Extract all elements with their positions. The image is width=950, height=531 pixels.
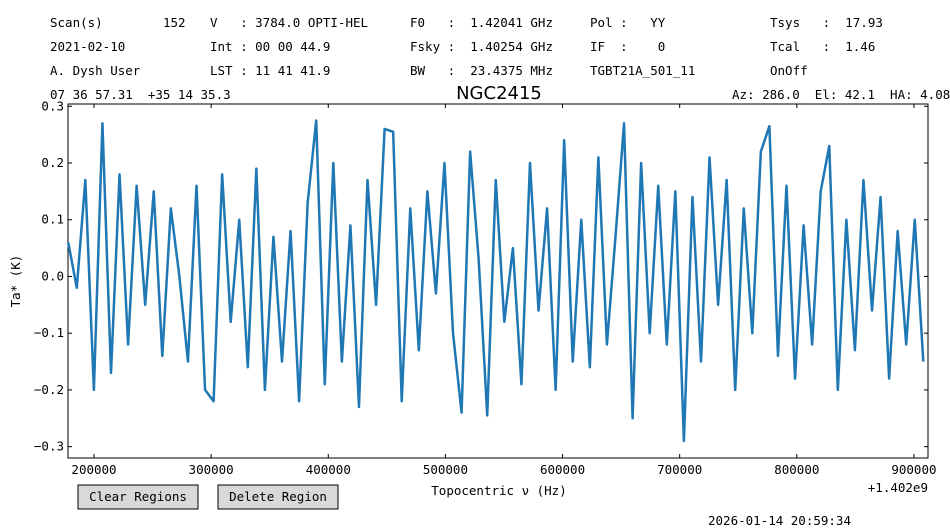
x-tick-label: 700000: [657, 462, 702, 477]
chart-title: NGC2415: [456, 83, 542, 104]
y-axis-label: Ta* (K): [8, 255, 23, 308]
x-axis-label: Topocentric ν (Hz): [431, 483, 566, 498]
x-tick-label: 800000: [774, 462, 819, 477]
coordinates: 07 36 57.31 +35 14 35.3: [50, 87, 231, 102]
y-tick-label: −0.3: [34, 439, 64, 454]
y-tick-label: −0.2: [34, 382, 64, 397]
header-field: Pol : YY: [590, 15, 666, 30]
header-field: Int : 00 00 44.9: [210, 39, 330, 54]
x-tick-label: 900000: [891, 462, 936, 477]
button-label: Clear Regions: [89, 489, 187, 504]
header-field: F0 : 1.42041 GHz: [410, 15, 553, 30]
x-tick-label: 500000: [423, 462, 468, 477]
timestamp: 2026-01-14 20:59:34: [708, 513, 851, 528]
button-face: [77, 484, 199, 510]
button-face: [217, 484, 339, 510]
header-field: LST : 11 41 41.9: [210, 63, 330, 78]
header-field: Fsky : 1.40254 GHz: [410, 39, 553, 54]
header-field: Tsys : 17.93: [770, 15, 883, 30]
pointing: Az: 286.0 El: 42.1 HA: 4.08: [732, 87, 950, 102]
y-tick-label: 0.3: [41, 98, 64, 113]
y-tick-label: 0.1: [41, 212, 64, 227]
header-field: A. Dysh User: [50, 63, 141, 78]
spectrum-line: [67, 119, 925, 443]
header-field: 152: [163, 15, 186, 30]
y-tick-label: 0.2: [41, 155, 64, 170]
y-tick-label: 0.0: [41, 268, 64, 283]
header-field: 2021-02-10: [50, 39, 125, 54]
x-tick-label: 400000: [306, 462, 351, 477]
x-tick-label: 600000: [540, 462, 585, 477]
header-field: IF : 0: [590, 39, 665, 54]
header-field: Tcal : 1.46: [770, 39, 875, 54]
plot-frame: [67, 103, 929, 459]
button-label: Delete Region: [229, 489, 327, 504]
header-field: V : 3784.0 OPTI-HEL: [210, 15, 368, 30]
button[interactable]: Clear Regions: [77, 484, 199, 510]
header-field: OnOff: [770, 63, 808, 78]
x-tick-label: 300000: [189, 462, 234, 477]
header-field: TGBT21A_501_11: [590, 63, 695, 78]
y-tick-label: −0.1: [34, 325, 64, 340]
x-offset-label: +1.402e9: [868, 480, 928, 495]
x-tick-label: 200000: [71, 462, 116, 477]
header-field: Scan(s): [50, 15, 103, 30]
header-field: BW : 23.4375 MHz: [410, 63, 553, 78]
button[interactable]: Delete Region: [217, 484, 339, 510]
